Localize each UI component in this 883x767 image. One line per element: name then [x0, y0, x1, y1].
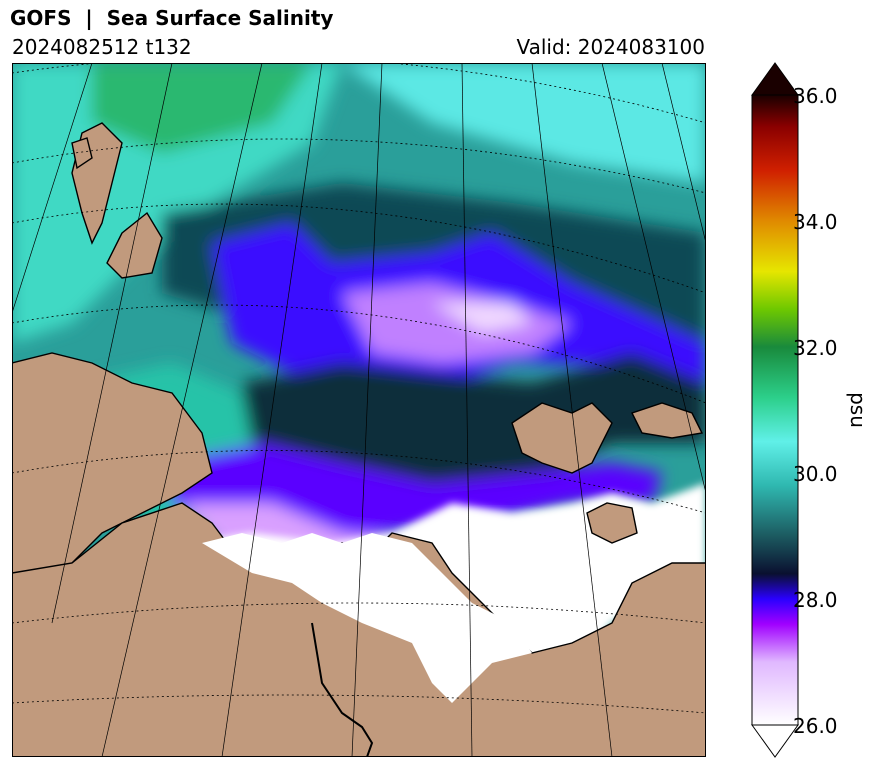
chart-title: GOFS | Sea Surface Salinity [10, 6, 334, 30]
land-island-ne [511, 402, 613, 474]
river [311, 622, 374, 757]
valid-time-label: Valid: 2024083100 [516, 35, 705, 59]
colorbar-tick: 28.0 [793, 588, 838, 612]
colorbar-tick: 26.0 [793, 714, 838, 738]
land-south-coast [12, 502, 706, 757]
graticule [12, 63, 706, 714]
run-time-label: 2024082512 t132 [12, 35, 192, 59]
land-island-e [631, 402, 704, 439]
colorbar-tick: 34.0 [793, 210, 838, 234]
colorbar-tick: 30.0 [793, 462, 838, 486]
colorbar [751, 62, 799, 758]
colorbar-unit-label: psu [846, 392, 870, 428]
land-central-white-hole [202, 533, 532, 703]
colorbar-extend-top [751, 62, 799, 96]
land-island-nw2 [106, 211, 163, 279]
land-island-nw3 [71, 137, 93, 170]
land-island-se [586, 502, 638, 544]
colorbar-gradient [751, 94, 799, 726]
land [12, 122, 706, 757]
colorbar-tick: 36.0 [793, 84, 838, 108]
meridians [12, 63, 706, 757]
colorbar-extend-bottom [751, 724, 799, 758]
salinity-map [12, 63, 706, 757]
colorbar-tick: 32.0 [793, 336, 838, 360]
